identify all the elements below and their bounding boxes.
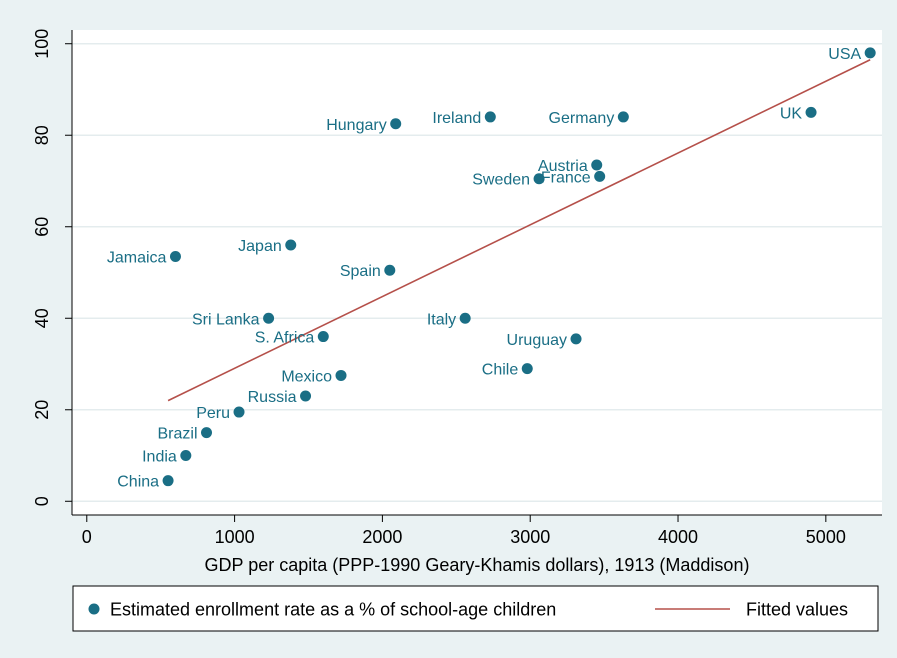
point-label: USA [828,46,861,63]
data-point [591,159,603,171]
data-point [484,111,496,123]
x-tick-label: 3000 [510,527,550,547]
y-tick-label: 60 [32,217,52,237]
x-tick-label: 1000 [215,527,255,547]
data-point [805,106,817,118]
legend: Estimated enrollment rate as a % of scho… [72,585,879,632]
data-point [335,369,347,381]
point-label: UK [780,105,803,122]
point-label: Hungary [326,117,386,134]
legend-label-fit: Fitted values [746,600,848,620]
x-tick-label: 2000 [362,527,402,547]
x-tick-label: 4000 [658,527,698,547]
y-tick-label: 20 [32,400,52,420]
y-tick-label: 80 [32,125,52,145]
point-label: Jamaica [107,249,167,266]
point-label: Sweden [472,172,530,189]
data-point [570,333,582,345]
fitted-line-group [167,59,871,402]
point-label: Japan [238,238,282,255]
data-point [594,170,606,182]
point-label: Italy [427,311,456,328]
point-label: China [117,474,159,491]
point-label: Russia [248,389,297,406]
data-points [162,47,876,487]
data-point [263,312,275,324]
point-label: Germany [549,110,615,127]
point-label: France [541,169,591,186]
point-label: Chile [482,362,519,379]
x-tick-label: 0 [82,527,92,547]
gridlines [72,42,882,503]
x-tick-label: 5000 [806,527,846,547]
data-point [180,450,192,462]
point-label: Ireland [432,110,481,127]
fitted-line [167,59,871,402]
data-point [864,47,876,59]
point-label: Sri Lanka [192,311,260,328]
data-point [521,363,533,375]
data-point [300,390,312,402]
point-label: Austria [538,158,588,175]
data-point [201,427,213,439]
data-point [233,406,245,418]
y-tick-label: 40 [32,308,52,328]
data-point [162,475,174,487]
data-point [459,312,471,324]
y-tick-label: 100 [32,29,52,59]
data-point [390,118,402,130]
point-label: India [142,449,177,466]
legend-label-scatter: Estimated enrollment rate as a % of scho… [110,600,556,620]
point-label: S. Africa [255,330,315,347]
x-axis-label: GDP per capita (PPP-1990 Geary-Khamis do… [205,555,750,575]
point-label: Brazil [157,426,197,443]
data-point [285,239,297,251]
data-point [617,111,629,123]
legend-box [72,585,879,632]
y-tick-label: 0 [32,496,52,506]
data-point [169,250,181,262]
data-point [533,173,545,185]
data-point [317,331,329,343]
legend-marker-scatter [88,603,100,615]
data-point [384,264,396,276]
point-label: Spain [340,263,381,280]
point-label: Uruguay [507,332,567,349]
point-label: Mexico [281,368,332,385]
point-label: Peru [196,405,230,422]
